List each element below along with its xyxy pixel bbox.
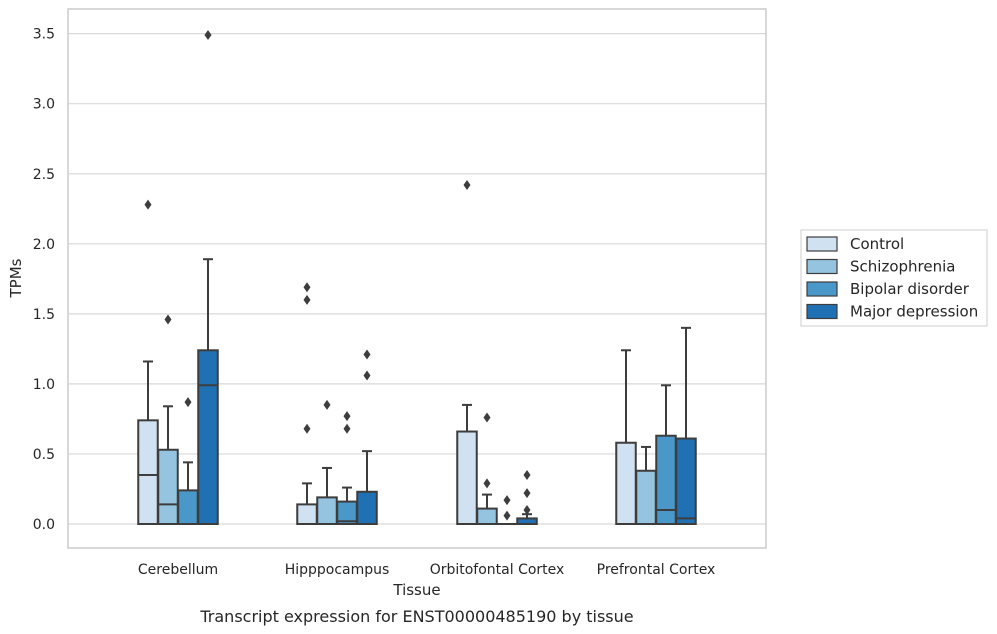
box-body (157, 448, 179, 526)
box-schizophrenia (476, 412, 498, 525)
x-tick-label: Prefrontal Cortex (597, 562, 716, 578)
x-tick-label: Orbitofontal Cortex (430, 562, 565, 578)
y-tick-label: 3.0 (33, 97, 55, 113)
outlier-point (343, 423, 351, 434)
legend-swatch (806, 236, 838, 252)
x-tick-labels: Cerebellum Hipppocampus Orbitofontal Corte… (138, 562, 715, 578)
legend-label: Schizophrenia (850, 258, 955, 276)
box-body (456, 430, 478, 525)
box-major-depression (197, 30, 219, 525)
chart-caption: Transcript expression for ENST0000048519… (199, 607, 633, 626)
y-tick-labels: 0.0 0.5 1.0 1.5 2.0 2.5 3.0 3.5 (33, 27, 55, 533)
box-major-depression (516, 469, 538, 525)
y-axis-title: TPMs (7, 258, 25, 298)
x-tick-label: Hipppocampus (285, 562, 390, 578)
outlier-point (503, 510, 511, 521)
box-body (675, 437, 697, 525)
legend-swatch (806, 303, 838, 320)
box-bipolar-disorder (336, 411, 358, 526)
box-body (177, 489, 199, 526)
legend-swatch (806, 281, 838, 297)
outlier-point (363, 370, 371, 381)
legend-items: Control Schizophrenia Bipolar disorder Majo… (806, 235, 978, 321)
box-plot-area (137, 30, 697, 526)
outlier-point (523, 504, 531, 515)
y-tick-label: 2.5 (33, 167, 55, 183)
box-bipolar-disorder (177, 397, 199, 526)
outlier-point (144, 199, 152, 210)
outlier-point (323, 399, 331, 410)
outlier-point (164, 314, 172, 325)
box-control (296, 282, 318, 525)
outlier-point (343, 411, 351, 422)
legend-label: Bipolar disorder (850, 280, 970, 298)
box-control (456, 179, 478, 525)
outlier-point (303, 423, 311, 434)
box-schizophrenia (316, 399, 338, 526)
legend-label: Control (850, 235, 904, 253)
y-tick-label: 1.5 (33, 307, 55, 323)
outlier-point (184, 397, 192, 408)
box-body (356, 490, 378, 526)
outlier-point (363, 349, 371, 360)
outlier-point (523, 488, 531, 499)
legend-swatch (806, 258, 838, 275)
box-body (615, 441, 637, 526)
y-tick-label: 2.0 (33, 237, 55, 253)
box-body (635, 469, 657, 525)
legend: Control Schizophrenia Bipolar disorder Majo… (800, 229, 988, 327)
x-axis-title: Tissue (392, 581, 440, 599)
plot-frame (67, 8, 767, 549)
box-body (137, 419, 159, 525)
box-major-depression (356, 349, 378, 526)
y-tick-label: 3.5 (33, 27, 55, 43)
outlier-point (503, 495, 511, 506)
box-body (316, 496, 338, 526)
box-control (137, 199, 159, 525)
outlier-point (303, 294, 311, 305)
grid-lines (68, 33, 766, 525)
box-control (615, 349, 637, 526)
box-schizophrenia (635, 445, 657, 525)
outlier-point (463, 179, 471, 190)
box-body (296, 503, 318, 525)
box-bipolar-disorder (496, 495, 518, 526)
outlier-point (204, 30, 212, 41)
y-tick-label: 0.5 (33, 447, 55, 463)
y-tick-label: 1.0 (33, 377, 55, 393)
box-bipolar-disorder (655, 384, 677, 525)
box-body (197, 349, 219, 525)
outlier-point (483, 478, 491, 489)
outlier-point (523, 469, 531, 480)
outlier-point (483, 412, 491, 423)
x-tick-label: Cerebellum (138, 562, 218, 578)
outlier-point (303, 282, 311, 293)
box-major-depression (675, 326, 697, 525)
y-tick-label: 0.0 (33, 517, 55, 533)
box-schizophrenia (157, 314, 179, 526)
box-body (476, 507, 498, 525)
legend-label: Major depression (850, 303, 978, 321)
